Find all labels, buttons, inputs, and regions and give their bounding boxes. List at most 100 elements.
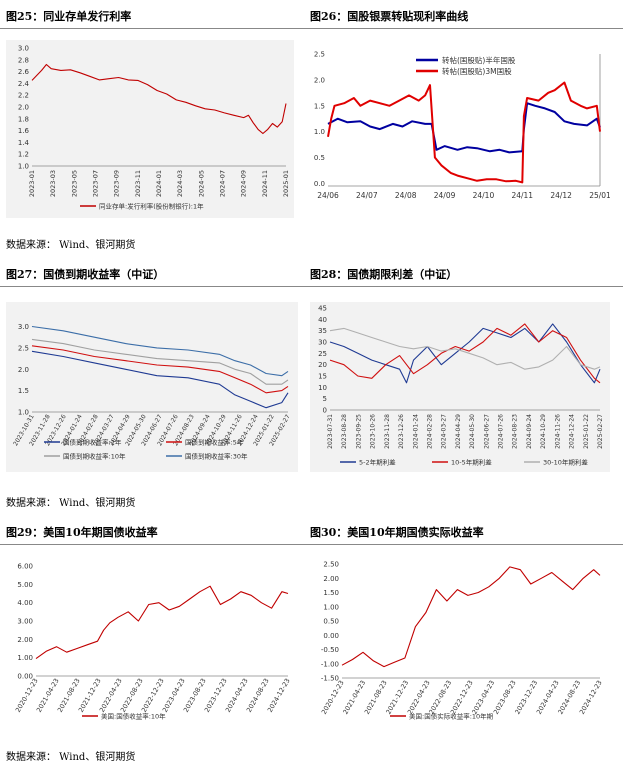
chart-svg: 0.0 0.5 1.0 1.5 2.0 2.5 24/06 24/07 24/08 24/09 24… [314, 51, 610, 201]
x-tick-label: 2024-06-27 [483, 414, 490, 449]
x-tick-label: 2023-01 [28, 170, 36, 197]
y-tick-label: 4.00 [17, 599, 33, 607]
x-tick-label: 2024-08-23 [512, 414, 519, 449]
y-tick-label: 3.0 [18, 323, 29, 331]
x-tick-label: 24/06 [317, 191, 339, 200]
chart-svg: 1.0 1.2 1.4 1.6 1.8 2.0 2.2 2.4 2.6 2.8 3.0 2023-01… [18, 45, 290, 211]
fig30-title: 图30：美国10年期国债实际收益率 [310, 526, 484, 539]
x-tick-label: 2023-11-28 [384, 414, 391, 449]
series-line [31, 63, 287, 135]
x-tick-label: 24/09 [434, 191, 456, 200]
legend-label: 30-10年期利差 [543, 458, 588, 467]
legend-label: 国债到期收益率:30年 [185, 452, 248, 461]
series-line [341, 566, 601, 668]
legend-label: 国债到期收益率:5年 [185, 438, 244, 447]
x-tick-label: 2023-12-26 [398, 414, 405, 449]
y-tick-label: 1.8 [18, 115, 29, 123]
legend-label: 转帖(国股贴)3M国股 [442, 66, 512, 76]
x-tick-label: 2025-01 [282, 170, 290, 197]
x-tick-label: 2023-11 [134, 170, 142, 197]
y-tick-label: 10 [318, 384, 327, 392]
legend-label: 同业存单:发行利率(股份制银行):1年 [99, 202, 204, 211]
fig26-title: 图26：国股银票转贴现利率曲线 [310, 10, 469, 23]
y-tick-label: 45 [318, 305, 327, 313]
y-tick-label: 2.0 [314, 76, 325, 84]
y-tick-label: 0.0 [314, 180, 325, 188]
x-tick-label: 2024-07-26 [498, 414, 505, 449]
source-note: 数据来源： Wind、银河期货 [6, 240, 136, 251]
chart-svg: 1.01.52.02.53.02023-10-312023-11-282023-… [12, 323, 292, 461]
y-tick-label: 5 [323, 395, 327, 403]
x-tick-label: 2024-11-26 [554, 414, 561, 449]
legend-label: 国债到期收益率:2年 [63, 438, 122, 447]
y-tick-label: 1.00 [323, 603, 339, 611]
series-line [329, 323, 601, 384]
y-tick-label: 3.00 [17, 618, 33, 626]
y-tick-label: 0.00 [17, 673, 33, 681]
y-tick-label: 1.2 [18, 151, 29, 159]
y-tick-label: 1.6 [18, 127, 30, 135]
x-tick-label: 2024-12-24 [569, 414, 576, 449]
x-tick-label: 2024-11 [261, 170, 269, 197]
x-tick-label: 2024-03-27 [441, 414, 448, 449]
x-tick-label: 24/08 [395, 191, 417, 200]
chart-panel-fig27: 1.0 1.5 2.0 2.5 3.0 2023-10-31 2023-11-28 2023-… [6, 302, 298, 472]
y-tick-label: 2.0 [18, 104, 29, 112]
x-tick-label: 2023-08-28 [341, 414, 348, 449]
chart-panel-fig26: 0.0 0.5 1.0 1.5 2.0 2.5 24/06 24/07 24/08 24/09 24… [310, 40, 610, 218]
series-line [327, 81, 601, 184]
y-tick-label: 2.2 [18, 92, 29, 100]
source-note: 数据来源： Wind、银河期货 [6, 498, 136, 509]
divider [0, 28, 623, 29]
y-tick-label: 2.00 [323, 575, 339, 583]
series-line [329, 323, 601, 384]
x-tick-label: 2023-05 [70, 170, 78, 197]
y-tick-label: 6.00 [17, 563, 33, 571]
x-tick-label: 24/12 [550, 191, 572, 200]
legend-label: 10-5年期利差 [451, 458, 492, 467]
series-line [31, 345, 289, 394]
y-tick-label: 40 [318, 316, 327, 324]
y-tick-label: 2.6 [18, 68, 30, 76]
y-tick-label: 2.8 [18, 56, 29, 64]
chart-panel-fig30: -1.50 -1.00 -0.50 0.00 0.50 1.00 1.50 2.00 2.50 2… [310, 558, 610, 728]
y-tick-label: 1.4 [18, 139, 30, 147]
series-line [31, 350, 289, 409]
x-tick-label: 2025-02-27 [597, 414, 604, 449]
y-tick-label: 15 [318, 373, 327, 381]
y-tick-label: 1.0 [18, 163, 29, 171]
x-tick-label: 2024-05 [197, 170, 205, 197]
y-tick-label: 1.00 [17, 654, 33, 662]
legend-label: 美国:国债收益率:10年 [101, 712, 166, 721]
x-tick-label: 2024-09-24 [526, 414, 533, 449]
y-tick-label: 20 [318, 361, 327, 369]
chart-svg: -1.50 -1.00 -0.50 0.00 0.50 1.00 1.50 2.00 2.50 2… [320, 561, 604, 721]
chart-svg: 0 5 10 15 20 25 30 35 40 45 2023-07-31 2023-08-28 20… [318, 305, 604, 467]
series-line [31, 325, 289, 377]
x-tick-label: 2023-07 [92, 170, 100, 197]
x-tick-label: 2024-12-23 [578, 679, 604, 716]
series-line [31, 338, 289, 385]
x-tick-label: 25/01 [589, 191, 610, 200]
y-tick-label: 1.5 [314, 102, 325, 110]
x-tick-label: 2023-09 [113, 170, 121, 197]
y-tick-label: 5.00 [17, 581, 33, 589]
series-line [329, 327, 601, 370]
y-tick-label: 2.50 [323, 561, 339, 569]
y-tick-label: 1.5 [18, 387, 29, 395]
legend-label: 国债到期收益率:10年 [63, 452, 126, 461]
x-tick-label: 2024-03 [176, 170, 184, 197]
y-tick-label: 2.5 [18, 344, 29, 352]
y-tick-label: 1.0 [18, 409, 29, 417]
y-tick-label: -1.00 [321, 660, 339, 668]
fig28-title: 图28：国债期限利差（中证） [310, 268, 458, 281]
fig29-title: 图29：美国10年期国债收益率 [6, 526, 158, 539]
x-tick-label: 2023-03 [49, 170, 57, 197]
x-tick-label: 2023-09-25 [355, 414, 362, 449]
y-tick-label: 0 [323, 407, 327, 415]
source-note: 数据来源： Wind、银河期货 [6, 752, 136, 763]
legend-label: 5-2年期利差 [359, 458, 396, 467]
y-tick-label: -0.50 [321, 646, 339, 654]
y-tick-label: 25 [318, 350, 327, 358]
fig27-title: 图27：国债到期收益率（中证） [6, 268, 165, 281]
